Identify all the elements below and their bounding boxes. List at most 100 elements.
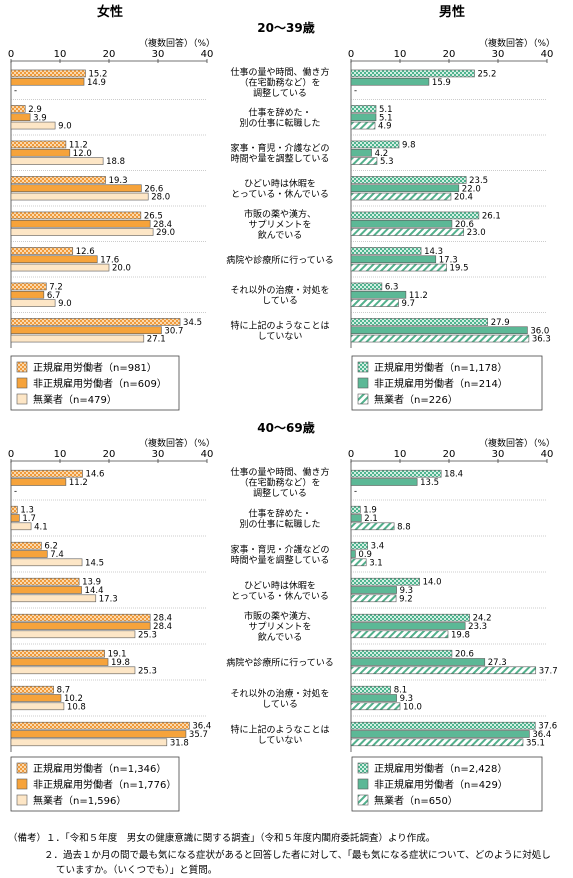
data-label: 20.0	[112, 264, 131, 274]
data-label: 3.9	[33, 113, 47, 123]
data-label: 19.5	[450, 264, 469, 274]
category-label: 病院や診療所に行っている	[226, 657, 334, 669]
category-label: 時間や量を調整している	[231, 153, 330, 165]
data-label: 26.6	[144, 184, 163, 194]
bar	[10, 577, 80, 586]
bar	[10, 550, 48, 558]
data-label: 2.9	[28, 105, 42, 115]
category-label: 家事・育児・介護などの	[230, 543, 329, 555]
data-label: 22.0	[462, 184, 481, 194]
charts-layer: 20～39歳 （複数回答）（%） 0 10 20 30 40 15.214.9 - 2.93.9 9…	[8, 20, 558, 812]
data-label: 28.4	[153, 220, 172, 230]
bar	[10, 140, 67, 149]
bar	[350, 630, 449, 639]
bar	[350, 541, 368, 550]
data-label: 17.3	[99, 594, 118, 604]
data-label: 10.0	[403, 702, 422, 712]
data-label: 29.0	[156, 228, 175, 238]
bar	[10, 69, 86, 78]
data-label: 25.3	[138, 666, 157, 676]
category-label: とっている・休んでいる	[231, 590, 329, 602]
legend-swatch	[357, 361, 369, 373]
data-label: 8.1	[394, 686, 408, 696]
category-label: していない	[258, 735, 303, 746]
bar	[10, 586, 82, 594]
data-label: 6.2	[44, 542, 58, 552]
data-label: 27.3	[488, 658, 507, 668]
bar	[350, 318, 489, 326]
legend-swatch	[357, 762, 369, 774]
x-tick-label: 20	[103, 49, 116, 60]
data-label: 9.8	[402, 140, 416, 150]
x-tick-label: 10	[54, 449, 67, 460]
data-label: 26.5	[144, 211, 163, 221]
bar	[10, 157, 104, 165]
bar	[350, 478, 418, 486]
axis-note: （複数回答）（%）	[479, 437, 555, 449]
legend-swatch	[16, 794, 28, 806]
data-label: 24.2	[473, 614, 492, 624]
bar	[350, 105, 377, 113]
bar	[10, 630, 136, 639]
data-label: 30.7	[164, 326, 183, 336]
data-label: 9.2	[399, 594, 413, 604]
legend-swatch	[357, 377, 369, 389]
category-label: 仕事を辞めた・	[248, 507, 311, 519]
legend-swatch	[16, 762, 28, 774]
bar	[10, 649, 105, 658]
data-label: 25.3	[138, 630, 157, 640]
data-label: 36.3	[532, 335, 551, 345]
bar	[350, 694, 397, 702]
legend-swatch	[16, 778, 28, 790]
data-label: 27.1	[147, 335, 166, 345]
x-tick-label: 40	[201, 49, 214, 60]
bar	[10, 290, 45, 299]
bar	[350, 121, 376, 130]
category-label: 市販の薬や漢方、	[244, 208, 316, 220]
data-label: 20.6	[455, 220, 474, 230]
data-label: 14.5	[85, 558, 104, 568]
male-header: 男性	[439, 4, 465, 20]
x-tick-label: 0	[348, 49, 354, 60]
bar	[10, 263, 110, 272]
bar	[350, 622, 466, 630]
data-label: 19.8	[451, 630, 470, 640]
bar	[350, 184, 460, 193]
data-label: 5.1	[379, 105, 393, 115]
bar	[10, 658, 109, 666]
x-tick-label: 0	[8, 49, 14, 60]
data-label: -	[14, 486, 17, 496]
bar	[350, 577, 420, 586]
data-label: 34.5	[183, 318, 202, 328]
bar	[10, 730, 187, 738]
bar	[350, 334, 530, 343]
category-label: 別の仕事に転職した	[239, 117, 320, 129]
bar	[350, 77, 430, 86]
x-tick-label: 10	[54, 49, 67, 60]
data-label: 19.8	[111, 658, 130, 668]
female-panel: （複数回答）（%） 0 10 20 30 40 15.214.9 - 2.93.9 9.0 11.2…	[8, 37, 215, 348]
legend-entry: 非正規雇用労働者（n=214）	[374, 377, 508, 390]
data-label: 25.2	[477, 69, 496, 79]
data-label: 6.7	[47, 291, 61, 301]
legend-swatch	[357, 778, 369, 790]
bar	[10, 326, 162, 335]
bar	[10, 247, 74, 255]
category-label: 調整している	[253, 87, 307, 99]
axis-note: （複数回答）（%）	[139, 437, 215, 449]
bar	[10, 299, 56, 307]
legend-swatch	[357, 794, 369, 806]
bar	[350, 219, 453, 228]
x-tick-label: 10	[394, 49, 407, 60]
bar	[350, 263, 447, 272]
bar	[350, 69, 475, 78]
data-label: 1.9	[363, 506, 377, 516]
data-label: 11.2	[69, 140, 88, 150]
data-label: 15.9	[432, 78, 451, 88]
axis-note: （複数回答）（%）	[479, 37, 555, 49]
x-tick-label: 30	[152, 49, 165, 60]
legend-swatch	[16, 361, 28, 373]
category-label: 調整している	[253, 487, 307, 499]
legend-entry: 正規雇用労働者（n=981）	[33, 361, 157, 374]
